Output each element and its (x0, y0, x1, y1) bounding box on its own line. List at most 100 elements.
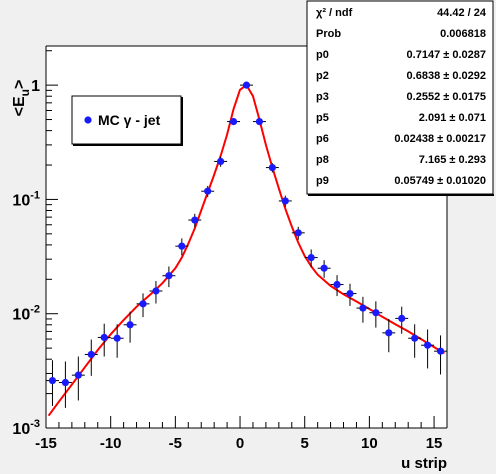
x-tick-label: -5 (169, 435, 182, 452)
x-tick-label: 10 (361, 435, 378, 452)
data-marker (61, 378, 70, 387)
y-axis-title-close: > (11, 80, 28, 89)
data-point (84, 339, 98, 376)
stats-row-label: p3 (316, 91, 329, 103)
data-marker (87, 350, 95, 359)
data-point (408, 324, 422, 358)
stats-row-label: p0 (316, 49, 329, 61)
y-tick-label-base: 10 (12, 192, 30, 209)
data-marker (320, 264, 328, 272)
y-tick-label-exponent: -1 (30, 189, 40, 201)
data-point (188, 213, 202, 228)
data-marker (385, 329, 393, 337)
legend-label: MC γ - jet (98, 112, 161, 128)
data-marker (229, 117, 238, 126)
data-point (175, 238, 189, 256)
stats-row-value: 0.02438 ± 0.00217 (394, 133, 486, 145)
data-point (110, 324, 124, 358)
stats-row-value: 7.165 ± 0.293 (419, 154, 486, 166)
x-tick-label: -10 (100, 435, 122, 452)
stats-row-label: p2 (316, 70, 329, 82)
y-axis-title-subscript: u (18, 89, 32, 96)
stats-row: p0 0.7147 ± 0.0287 (316, 49, 486, 61)
stats-row: p8 7.165 ± 0.293 (316, 154, 486, 166)
stats-row: p5 2.091 ± 0.071 (316, 112, 486, 124)
stats-box: χ² / ndf 44.42 / 24 Prob 0.006818 p0 0.7147 ±… (306, 0, 494, 196)
y-tick-label: 1 (31, 78, 40, 95)
data-marker (333, 280, 341, 289)
y-tick-label-base: 10 (12, 421, 30, 438)
data-marker (178, 242, 186, 250)
data-point (330, 275, 344, 297)
data-point (123, 311, 137, 343)
data-point (291, 226, 305, 240)
x-tick-label: 0 (236, 435, 244, 452)
data-point (356, 296, 370, 323)
stats-row-label: p9 (316, 175, 329, 187)
data-marker (165, 272, 173, 280)
y-tick-label-base: 10 (12, 307, 30, 324)
stats-row: Prob 0.006818 (316, 28, 486, 40)
y-axis-title-main: <E (11, 96, 28, 116)
legend-marker (84, 116, 92, 124)
data-point (240, 81, 253, 89)
data-marker (152, 287, 160, 295)
data-marker (294, 229, 302, 237)
data-point (382, 318, 396, 353)
data-marker (126, 321, 134, 329)
stats-row-label: χ² / ndf (316, 7, 353, 19)
stats-row-label: p6 (316, 133, 329, 145)
data-marker (204, 187, 212, 195)
data-point (46, 360, 59, 406)
data-point (136, 293, 150, 318)
data-point (265, 163, 279, 173)
y-tick-label: 10-3 (12, 418, 40, 438)
legend-shadow (73, 144, 182, 146)
data-marker (281, 197, 289, 205)
stats-row: p6 0.02438 ± 0.00217 (316, 133, 486, 145)
legend-shadow-side (181, 97, 183, 146)
data-point (97, 323, 111, 357)
data-point (149, 281, 163, 304)
stats-row-label: Prob (316, 28, 341, 40)
data-marker (242, 81, 251, 89)
x-tick-label: 5 (301, 435, 309, 452)
data-marker (268, 163, 276, 172)
data-marker (255, 117, 264, 126)
data-point (369, 301, 383, 328)
y-tick-label-exponent: -2 (30, 304, 40, 316)
stats-row-label: p8 (316, 154, 329, 166)
stats-row-value: 0.006818 (440, 28, 486, 40)
y-tick-label: 10-1 (12, 189, 40, 209)
y-tick-label: 10-2 (12, 304, 40, 324)
stats-row-value: 44.42 / 24 (437, 7, 487, 19)
data-point (58, 361, 72, 408)
stats-row-value: 0.6838 ± 0.0292 (407, 70, 486, 82)
data-marker (74, 371, 82, 379)
stats-box-shadow (308, 194, 494, 196)
data-point (343, 283, 357, 306)
data-marker (346, 289, 354, 298)
data-marker (48, 376, 57, 385)
data-point (214, 156, 228, 167)
data-marker (100, 333, 108, 342)
stats-row: p2 0.6838 ± 0.0292 (316, 70, 486, 82)
data-marker (436, 347, 445, 355)
data-marker (372, 309, 380, 317)
data-marker (359, 304, 367, 312)
data-point (227, 117, 241, 126)
data-points-group (46, 81, 447, 408)
stats-row: χ² / ndf 44.42 / 24 (316, 7, 487, 19)
stats-row-value: 0.05749 ± 0.01020 (394, 175, 486, 187)
data-point (434, 335, 447, 375)
data-point (278, 195, 292, 207)
data-point (421, 329, 435, 369)
stats-row: p3 0.2552 ± 0.0175 (316, 91, 486, 103)
data-marker (191, 216, 199, 224)
x-axis-title: u strip (401, 455, 447, 472)
data-marker (139, 300, 147, 308)
stats-row-label: p5 (316, 112, 329, 124)
data-point (201, 185, 215, 198)
